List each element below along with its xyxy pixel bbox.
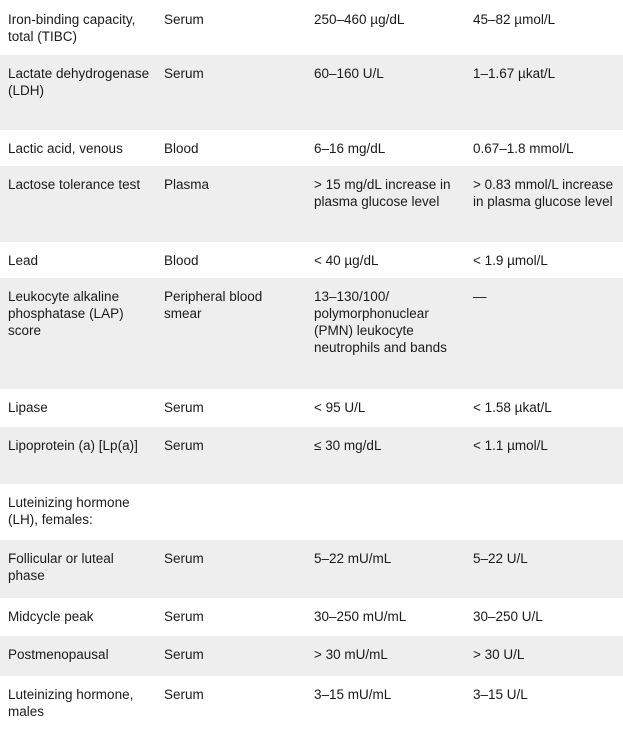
si-units-cell: < 1.1 µmol/L xyxy=(465,427,623,484)
table-row: Lipase Serum < 95 U/L < 1.58 µkat/L xyxy=(0,389,623,427)
test-name-cell: Lactic acid, venous xyxy=(0,130,156,166)
test-name-cell: Luteinizing hormone (LH), females: xyxy=(0,484,156,540)
si-units-cell xyxy=(465,484,623,540)
conventional-units-cell: > 15 mg/dL increase in plasma glucose le… xyxy=(306,166,465,242)
table-row: Luteinizing hormone (LH), females: xyxy=(0,484,623,540)
conventional-units-cell: > 30 mU/mL xyxy=(306,636,465,676)
conventional-units-cell: 250–460 µg/dL xyxy=(306,0,465,55)
conventional-units-cell: ≤ 30 mg/dL xyxy=(306,427,465,484)
specimen-cell: Serum xyxy=(156,676,306,752)
test-name-cell: Follicular or luteal phase xyxy=(0,540,156,598)
conventional-units-cell: 60–160 U/L xyxy=(306,55,465,130)
specimen-cell: Serum xyxy=(156,55,306,130)
test-name-cell: Luteinizing hormone, males xyxy=(0,676,156,752)
si-units-cell: > 30 U/L xyxy=(465,636,623,676)
test-name-cell: Leukocyte alkaline phosphatase (LAP) sco… xyxy=(0,278,156,389)
test-name-cell: Midcycle peak xyxy=(0,598,156,636)
specimen-cell: Blood xyxy=(156,242,306,278)
conventional-units-cell: 5–22 mU/mL xyxy=(306,540,465,598)
test-name-cell: Lipoprotein (a) [Lp(a)] xyxy=(0,427,156,484)
table-row: Leukocyte alkaline phosphatase (LAP) sco… xyxy=(0,278,623,389)
test-name-cell: Lactate dehydrogenase (LDH) xyxy=(0,55,156,130)
si-units-cell: < 1.9 µmol/L xyxy=(465,242,623,278)
table-row: Lactic acid, venous Blood 6–16 mg/dL 0.6… xyxy=(0,130,623,166)
table-row: Lactate dehydrogenase (LDH) Serum 60–160… xyxy=(0,55,623,130)
test-name-cell: Lead xyxy=(0,242,156,278)
specimen-cell: Serum xyxy=(156,427,306,484)
table-row: Follicular or luteal phase Serum 5–22 mU… xyxy=(0,540,623,598)
table-row: Iron-binding capacity, total (TIBC) Seru… xyxy=(0,0,623,55)
test-name-cell: Lipase xyxy=(0,389,156,427)
si-units-cell: 30–250 U/L xyxy=(465,598,623,636)
specimen-cell: Serum xyxy=(156,540,306,598)
si-units-cell: 45–82 µmol/L xyxy=(465,0,623,55)
si-units-cell: 0.67–1.8 mmol/L xyxy=(465,130,623,166)
conventional-units-cell: 3–15 mU/mL xyxy=(306,676,465,752)
conventional-units-cell: < 40 µg/dL xyxy=(306,242,465,278)
si-units-cell: 1–1.67 µkat/L xyxy=(465,55,623,130)
si-units-cell: 5–22 U/L xyxy=(465,540,623,598)
specimen-cell: Serum xyxy=(156,598,306,636)
table-row: Lactose tolerance test Plasma > 15 mg/dL… xyxy=(0,166,623,242)
si-units-cell: > 0.83 mmol/L increase in plasma glucose… xyxy=(465,166,623,242)
specimen-cell: Serum xyxy=(156,389,306,427)
specimen-cell: Serum xyxy=(156,0,306,55)
conventional-units-cell: 6–16 mg/dL xyxy=(306,130,465,166)
conventional-units-cell: 13–130/100/ polymorphonuclear (PMN) leuk… xyxy=(306,278,465,389)
conventional-units-cell xyxy=(306,484,465,540)
table-row: Lipoprotein (a) [Lp(a)] Serum ≤ 30 mg/dL… xyxy=(0,427,623,484)
specimen-cell: Plasma xyxy=(156,166,306,242)
conventional-units-cell: < 95 U/L xyxy=(306,389,465,427)
specimen-cell xyxy=(156,484,306,540)
table-row: Postmenopausal Serum > 30 mU/mL > 30 U/L xyxy=(0,636,623,676)
table-row: Lead Blood < 40 µg/dL < 1.9 µmol/L xyxy=(0,242,623,278)
specimen-cell: Peripheral blood smear xyxy=(156,278,306,389)
table-row: Midcycle peak Serum 30–250 mU/mL 30–250 … xyxy=(0,598,623,636)
si-units-cell: 3–15 U/L xyxy=(465,676,623,752)
si-units-cell: < 1.58 µkat/L xyxy=(465,389,623,427)
test-name-cell: Postmenopausal xyxy=(0,636,156,676)
specimen-cell: Blood xyxy=(156,130,306,166)
table-row: Luteinizing hormone, males Serum 3–15 mU… xyxy=(0,676,623,752)
si-units-cell: — xyxy=(465,278,623,389)
conventional-units-cell: 30–250 mU/mL xyxy=(306,598,465,636)
test-name-cell: Iron-binding capacity, total (TIBC) xyxy=(0,0,156,55)
specimen-cell: Serum xyxy=(156,636,306,676)
test-name-cell: Lactose tolerance test xyxy=(0,166,156,242)
